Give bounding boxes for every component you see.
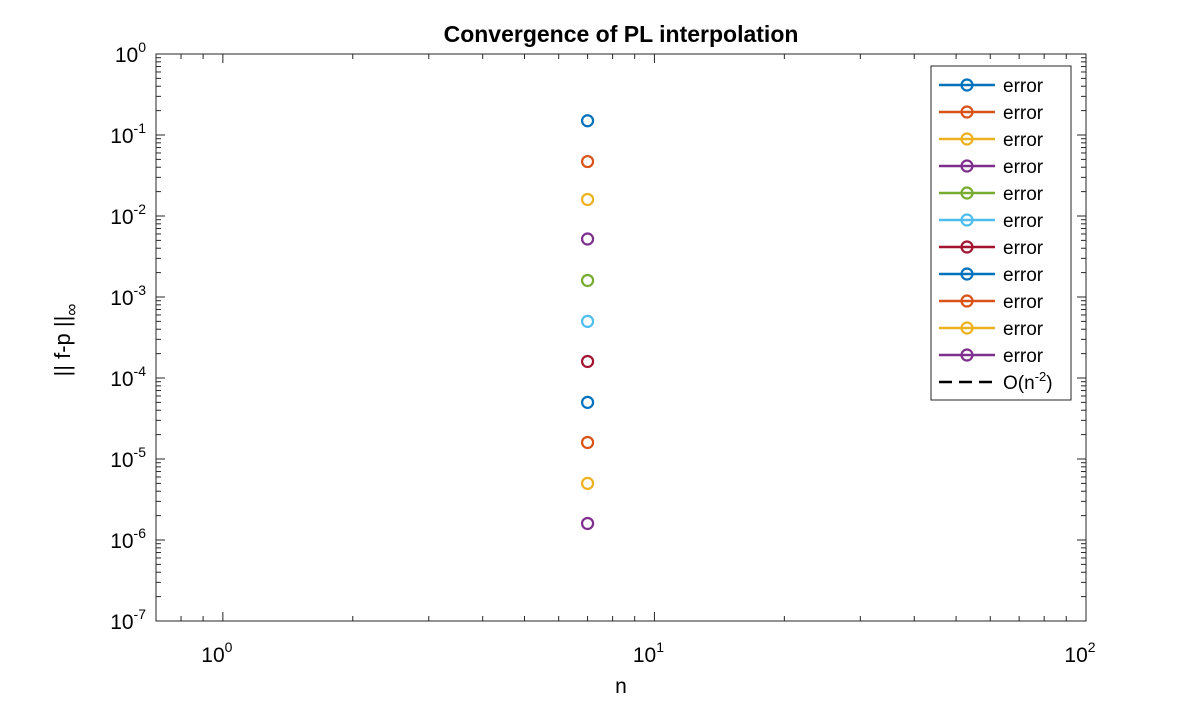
x-tick-label-exponent: 1 bbox=[656, 639, 664, 655]
y-tick-label: 10-6 bbox=[110, 525, 146, 553]
error-marker-3 bbox=[580, 192, 595, 207]
y-axis-label: || f-p ||∞ bbox=[50, 304, 81, 377]
y-tick-label-base: 10 bbox=[110, 530, 133, 553]
x-tick-label-exponent: 0 bbox=[225, 639, 233, 655]
x-tick-label-exponent: 2 bbox=[1088, 639, 1096, 655]
y-tick-label-exponent: -2 bbox=[134, 201, 147, 217]
error-marker-1 bbox=[580, 114, 595, 128]
legend-marker-4 bbox=[960, 159, 974, 173]
y-tick-label-base: 10 bbox=[110, 206, 133, 229]
y-tick-label-base: 10 bbox=[110, 611, 133, 634]
y-tick-label-base: 10 bbox=[115, 44, 138, 67]
error-marker-7 bbox=[580, 354, 595, 369]
y-tick-label-exponent: -3 bbox=[134, 282, 147, 298]
chart-title: Convergence of PL interpolation bbox=[444, 21, 799, 47]
legend-label-6: error bbox=[1003, 211, 1044, 232]
legend-marker-7 bbox=[960, 240, 974, 254]
legend-marker-1 bbox=[960, 78, 974, 92]
y-tick-label: 10-1 bbox=[110, 120, 146, 148]
legend-marker-6 bbox=[960, 213, 974, 227]
legend-marker-3 bbox=[960, 132, 974, 146]
legend-label-7: error bbox=[1003, 238, 1044, 259]
y-tick-label-exponent: -4 bbox=[134, 363, 147, 379]
y-tick-label: 100 bbox=[115, 39, 146, 67]
error-marker-4 bbox=[580, 232, 595, 246]
error-marker-5 bbox=[580, 273, 595, 288]
legend-marker-10 bbox=[960, 321, 974, 335]
x-tick-label-base: 10 bbox=[633, 644, 656, 667]
plot-marks bbox=[580, 114, 595, 531]
error-marker-8 bbox=[580, 395, 595, 409]
x-tick-label: 102 bbox=[1064, 639, 1095, 667]
legend-marker-8 bbox=[960, 267, 974, 281]
legend-label-3: error bbox=[1003, 130, 1044, 151]
legend-marker-9 bbox=[960, 294, 974, 308]
error-marker-2 bbox=[580, 154, 595, 169]
y-tick-label: 10-3 bbox=[110, 282, 146, 310]
x-axis-label: n bbox=[615, 675, 627, 698]
legend-label-reference-base: O(n bbox=[1003, 373, 1035, 394]
y-axis-label-subscript: ∞ bbox=[62, 304, 81, 316]
error-marker-9 bbox=[580, 435, 595, 450]
error-marker-10 bbox=[580, 476, 595, 490]
y-tick-label-base: 10 bbox=[110, 125, 133, 148]
legend-label-4: error bbox=[1003, 157, 1044, 178]
legend-label-11: error bbox=[1003, 346, 1044, 367]
y-tick-label-exponent: 0 bbox=[138, 39, 146, 55]
y-tick-label-base: 10 bbox=[110, 449, 133, 472]
legend-label-reference-exponent: -2 bbox=[1035, 369, 1047, 384]
x-tick-label-base: 10 bbox=[1064, 644, 1087, 667]
y-tick-label-exponent: -6 bbox=[134, 525, 147, 541]
x-tick-label: 100 bbox=[201, 639, 232, 667]
x-tick-label-base: 10 bbox=[201, 644, 224, 667]
legend-label-reference: O(n-2) bbox=[1003, 369, 1053, 394]
y-tick-label: 10-4 bbox=[110, 363, 146, 391]
y-tick-label: 10-2 bbox=[110, 201, 146, 229]
y-tick-label: 10-7 bbox=[110, 606, 146, 634]
y-tick-label-base: 10 bbox=[110, 368, 133, 391]
legend-marker-2 bbox=[960, 105, 974, 119]
legend-label-10: error bbox=[1003, 319, 1044, 340]
y-tick-label-base: 10 bbox=[110, 287, 133, 310]
legend-marker-5 bbox=[960, 186, 974, 200]
y-axis-label-main: || f-p || bbox=[50, 316, 75, 377]
legend-label-reference-end: ) bbox=[1046, 373, 1052, 394]
legend-box bbox=[930, 65, 1072, 401]
legend-label-1: error bbox=[1003, 76, 1044, 97]
legend-label-9: error bbox=[1003, 292, 1044, 313]
y-tick-label: 10-5 bbox=[110, 444, 146, 472]
y-tick-label-exponent: -5 bbox=[134, 444, 147, 460]
y-tick-label-exponent: -1 bbox=[134, 120, 147, 136]
legend-marker-11 bbox=[960, 348, 974, 362]
x-tick-label: 101 bbox=[633, 639, 664, 667]
error-marker-6 bbox=[580, 314, 595, 328]
error-marker-11 bbox=[580, 516, 595, 531]
legend-label-2: error bbox=[1003, 103, 1044, 124]
legend: error error error error error error error error… bbox=[930, 65, 1072, 401]
legend-label-5: error bbox=[1003, 184, 1044, 205]
y-tick-label-exponent: -7 bbox=[134, 606, 147, 622]
legend-label-8: error bbox=[1003, 265, 1044, 286]
